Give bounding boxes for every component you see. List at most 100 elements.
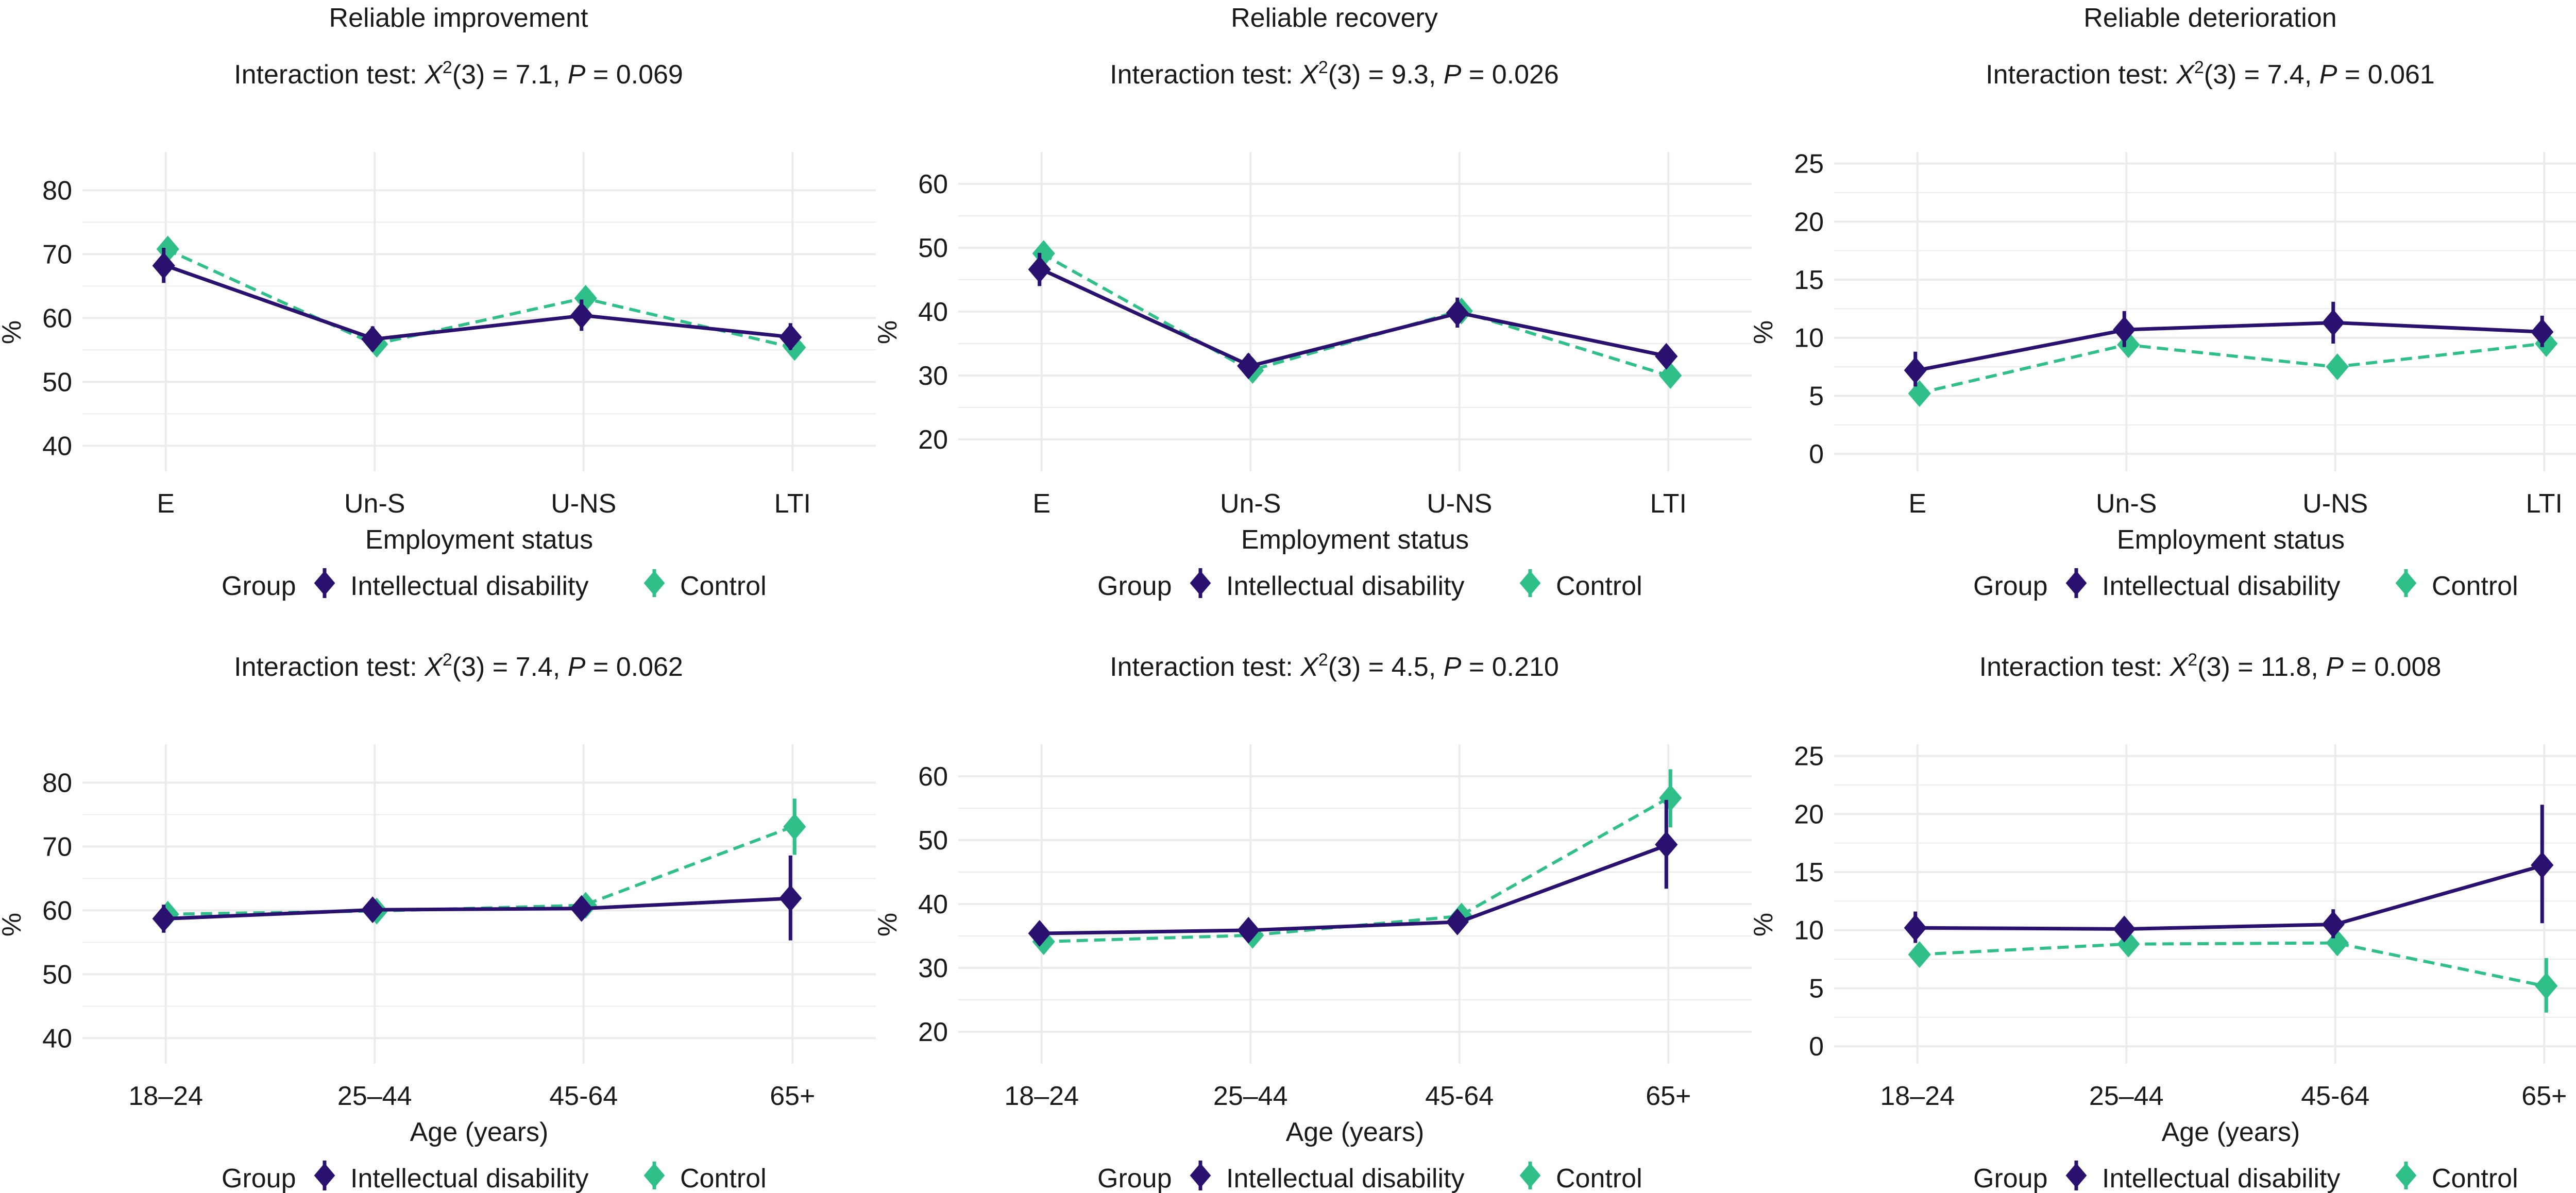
y-tick-label: 80 bbox=[42, 768, 72, 798]
legend-diamond-control bbox=[643, 1163, 665, 1188]
legend-label-control: Control bbox=[680, 571, 767, 601]
chart-title: Reliable deterioration bbox=[2083, 3, 2336, 33]
subtitle-sup: 2 bbox=[1318, 58, 1328, 77]
y-tick-label: 80 bbox=[42, 176, 72, 206]
y-tick-label: 50 bbox=[918, 826, 948, 856]
series-line-control bbox=[1917, 941, 2545, 987]
legend-label-intellectual-disability: Intellectual disability bbox=[2102, 1164, 2340, 1193]
legend-title: Group bbox=[1097, 1164, 1172, 1193]
legend-diamond-intellectual-disability bbox=[314, 571, 335, 595]
data-point-intellectual-disability bbox=[152, 905, 175, 932]
y-tick-label: 25 bbox=[1794, 742, 1824, 772]
legend-title: Group bbox=[1097, 571, 1172, 601]
data-point-intellectual-disability bbox=[152, 252, 175, 279]
x-tick-label: 65+ bbox=[1646, 1081, 1691, 1111]
x-tick-label: 18–24 bbox=[1880, 1081, 1955, 1111]
data-point-intellectual-disability bbox=[1904, 914, 1927, 942]
legend-title: Group bbox=[222, 1164, 296, 1193]
legend-label-control: Control bbox=[680, 1164, 767, 1193]
x-tick-label: 25–44 bbox=[2089, 1081, 2164, 1111]
x-tick-label: Un-S bbox=[344, 489, 405, 519]
y-tick-label: 10 bbox=[1794, 323, 1824, 353]
data-point-intellectual-disability bbox=[1237, 916, 1260, 944]
subtitle-stat: X bbox=[424, 652, 444, 682]
legend: Group Intellectual disability Control bbox=[1097, 568, 1642, 601]
y-axis-label: % bbox=[873, 913, 903, 936]
y-tick-label: 30 bbox=[918, 953, 948, 983]
data-point-intellectual-disability bbox=[2531, 318, 2554, 346]
subtitle-prefix: Interaction test: bbox=[1979, 652, 2170, 682]
legend-label-intellectual-disability: Intellectual disability bbox=[350, 571, 588, 601]
subtitle-prefix: Interaction test: bbox=[234, 60, 425, 90]
x-tick-label: 45-64 bbox=[1425, 1081, 1494, 1111]
y-tick-label: 10 bbox=[1794, 916, 1824, 946]
x-tick-label: 25–44 bbox=[337, 1081, 412, 1111]
data-point-intellectual-disability bbox=[1028, 920, 1051, 947]
data-point-intellectual-disability bbox=[361, 896, 384, 924]
legend-label-intellectual-disability: Intellectual disability bbox=[350, 1164, 588, 1193]
data-point-control bbox=[2535, 972, 2558, 999]
x-tick-label: U-NS bbox=[1427, 489, 1492, 519]
data-point-intellectual-disability bbox=[2531, 851, 2554, 879]
series-line-intellectual-disability bbox=[1041, 267, 1669, 368]
chart-subtitle: Interaction test: X2(3) = 7.4, P = 0.062 bbox=[234, 650, 683, 682]
subtitle-stat: X bbox=[1300, 652, 1319, 682]
x-tick-label: E bbox=[1032, 489, 1050, 519]
legend-diamond-control bbox=[2395, 571, 2417, 595]
y-tick-label: 40 bbox=[918, 297, 948, 327]
x-tick-label: LTI bbox=[774, 489, 811, 519]
series-line-control bbox=[1041, 796, 1669, 944]
subtitle-rest: (3) = 7.1, bbox=[452, 60, 568, 90]
legend: Group Intellectual disability Control bbox=[1973, 568, 2518, 601]
y-tick-label: 60 bbox=[918, 169, 948, 199]
chart-title: Reliable recovery bbox=[1231, 3, 1438, 33]
legend-label-control: Control bbox=[1556, 1164, 1642, 1193]
y-tick-label: 15 bbox=[1794, 858, 1824, 888]
legend-diamond-control bbox=[1519, 1163, 1541, 1188]
subtitle-sup: 2 bbox=[443, 650, 452, 670]
subtitle-sup: 2 bbox=[443, 58, 452, 77]
data-point-control bbox=[2326, 353, 2349, 381]
series-line-control bbox=[165, 825, 793, 916]
y-tick-label: 50 bbox=[918, 233, 948, 263]
x-axis-label: Employment status bbox=[1241, 525, 1469, 555]
subtitle-p: P bbox=[1444, 60, 1462, 90]
y-tick-label: 20 bbox=[918, 425, 948, 455]
x-axis-label: Age (years) bbox=[1286, 1117, 1425, 1147]
chart-title: Reliable improvement bbox=[329, 3, 588, 33]
data-point-control bbox=[1908, 380, 1931, 407]
chart-panel: Interaction test: X2(3) = 11.8, P = 0.00… bbox=[1749, 650, 2576, 1193]
legend-diamond-intellectual-disability bbox=[1190, 1163, 1211, 1188]
subtitle-sup: 2 bbox=[1318, 650, 1328, 670]
data-point-intellectual-disability bbox=[1655, 831, 1678, 858]
legend-label-control: Control bbox=[2432, 571, 2518, 601]
legend-title: Group bbox=[222, 571, 296, 601]
chart-subtitle: Interaction test: X2(3) = 4.5, P = 0.210 bbox=[1110, 650, 1559, 682]
data-point-intellectual-disability bbox=[1237, 352, 1260, 380]
x-tick-label: 65+ bbox=[770, 1081, 815, 1111]
subtitle-rest: (3) = 4.5, bbox=[1328, 652, 1444, 682]
legend-diamond-intellectual-disability bbox=[314, 1163, 335, 1188]
x-axis-label: Age (years) bbox=[410, 1117, 549, 1147]
y-tick-label: 30 bbox=[918, 361, 948, 391]
y-tick-label: 50 bbox=[42, 960, 72, 990]
subtitle-p: P bbox=[568, 60, 586, 90]
x-tick-label: LTI bbox=[1650, 489, 1687, 519]
legend-diamond-intellectual-disability bbox=[1190, 571, 1211, 595]
legend-label-intellectual-disability: Intellectual disability bbox=[1226, 571, 1464, 601]
data-point-control bbox=[156, 235, 179, 263]
subtitle-value: = 0.210 bbox=[1461, 652, 1558, 682]
legend-title: Group bbox=[1973, 1164, 2048, 1193]
y-axis-label: % bbox=[1749, 320, 1778, 344]
subtitle-value: = 0.062 bbox=[585, 652, 683, 682]
subtitle-rest: (3) = 11.8, bbox=[2197, 652, 2326, 682]
subtitle-value: = 0.026 bbox=[1461, 60, 1558, 90]
chart-subtitle: Interaction test: X2(3) = 9.3, P = 0.026 bbox=[1110, 58, 1559, 90]
series-line-control bbox=[165, 247, 793, 349]
subtitle-stat: X bbox=[1300, 60, 1319, 90]
subtitle-rest: (3) = 7.4, bbox=[452, 652, 568, 682]
y-tick-label: 0 bbox=[1809, 1032, 1824, 1062]
series-line-intellectual-disability bbox=[165, 264, 793, 341]
x-tick-label: E bbox=[1908, 489, 1926, 519]
